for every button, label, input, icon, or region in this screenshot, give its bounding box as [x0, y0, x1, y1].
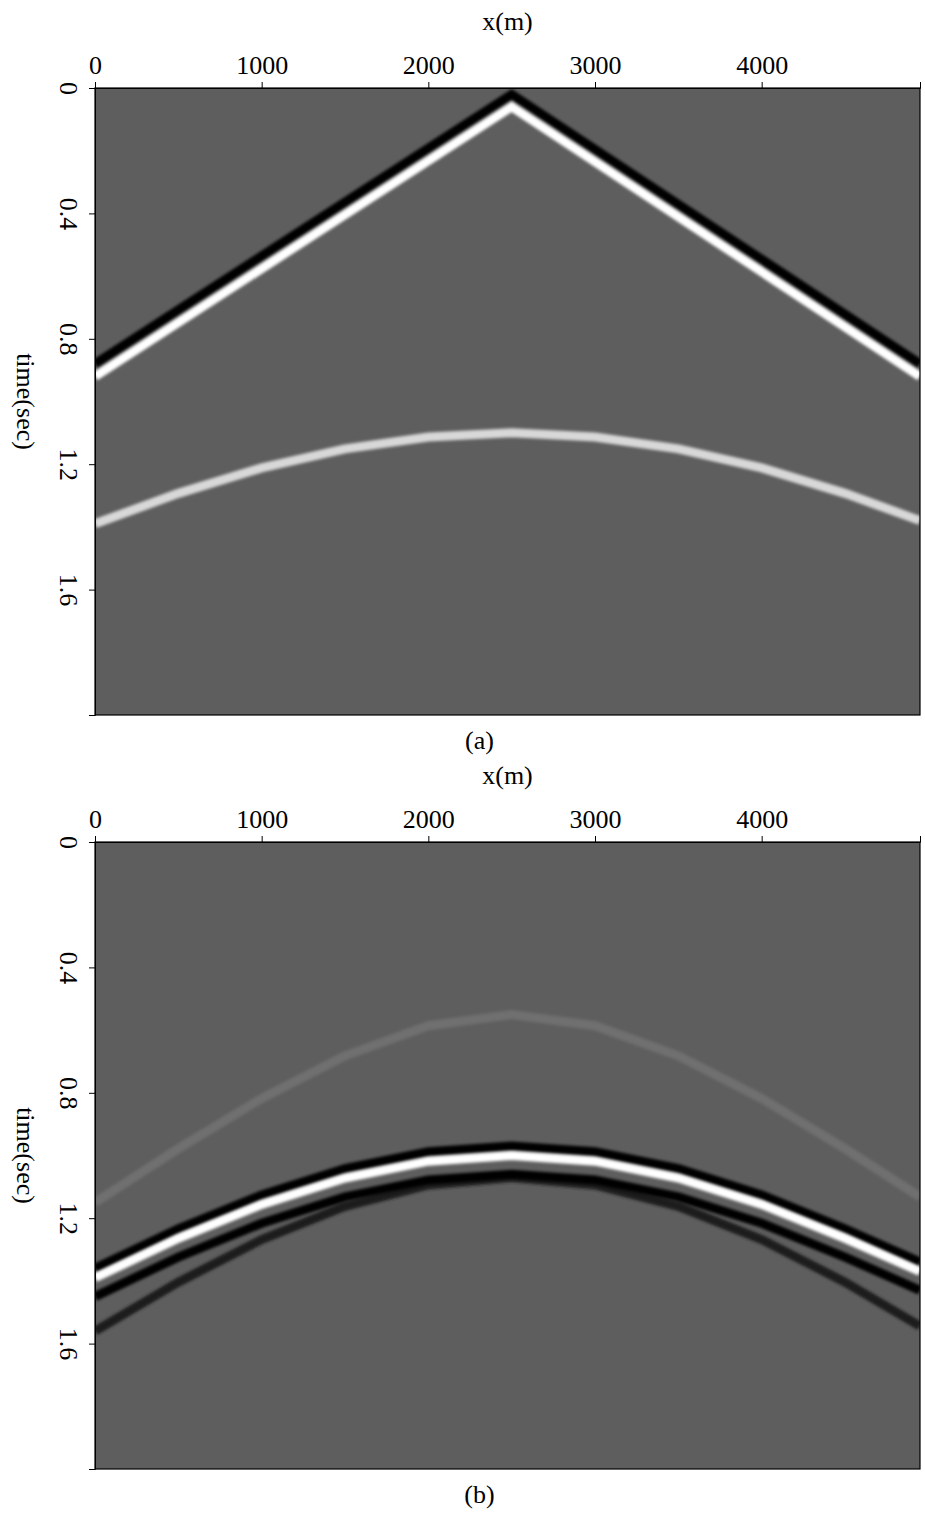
x-tick-label: 3000 [570, 51, 622, 80]
y-tick-mark [89, 1093, 95, 1094]
x-tick-mark [428, 836, 429, 842]
x-tick: 1000 [236, 805, 288, 842]
y-axis-title: time(sec) [11, 353, 40, 450]
x-tick-label: 4000 [736, 51, 788, 80]
x-tick: 4000 [736, 51, 788, 88]
x-tick: 3000 [570, 51, 622, 88]
y-tick-mark [89, 88, 95, 89]
y-tick-mark [89, 842, 95, 843]
seismic-event [95, 1146, 920, 1268]
y-tick-label: 0.8 [54, 323, 83, 356]
x-tick-label: 1000 [236, 805, 288, 834]
x-tick-label: 2000 [403, 51, 455, 80]
axis-line [96, 82, 921, 89]
y-tick: 1.6 [54, 574, 95, 607]
x-tick: 4000 [736, 805, 788, 842]
x-tick-label: 0 [89, 805, 102, 834]
y-tick: 1.2 [54, 1202, 95, 1235]
x-tick: 3000 [570, 805, 622, 842]
panel-caption: (a) [465, 726, 494, 755]
y-tick: 0.4 [54, 952, 95, 985]
y-axis: 0 0.4 0.8 1.2 1.6 [54, 82, 96, 716]
x-tick-mark [262, 836, 263, 842]
y-tick-label: 1.6 [54, 1328, 83, 1361]
x-tick-label: 3000 [570, 805, 622, 834]
x-tick-label: 0 [89, 51, 102, 80]
plot-frame [95, 88, 920, 715]
events [95, 94, 920, 523]
x-tick-mark [95, 836, 96, 842]
events [95, 1014, 920, 1331]
axis-line [89, 843, 96, 1470]
x-axis-title: x(m) [482, 761, 533, 790]
y-tick-label: 1.6 [54, 574, 83, 607]
seismic-event [95, 1156, 920, 1278]
y-tick: 0 [54, 836, 95, 849]
y-tick-label: 0 [54, 82, 83, 95]
x-tick: 2000 [403, 51, 455, 88]
seismic-event [95, 94, 920, 364]
panel-caption: (b) [464, 1480, 494, 1509]
x-axis: 0 1000 2000 3000 4000 [89, 805, 921, 843]
x-axis-title: x(m) [482, 7, 533, 36]
x-tick: 0 [89, 805, 102, 842]
seismic-event [95, 107, 920, 377]
y-tick-mark [89, 213, 95, 214]
x-tick-label: 1000 [236, 51, 288, 80]
y-tick: 0.4 [54, 198, 95, 231]
x-tick-mark [95, 82, 96, 88]
x-tick-label: 4000 [736, 805, 788, 834]
x-tick: 1000 [236, 51, 288, 88]
x-tick-mark [762, 836, 763, 842]
x-tick-mark [262, 82, 263, 88]
y-tick-label: 0.8 [54, 1077, 83, 1110]
plot-frame [95, 842, 920, 1469]
y-tick-mark [89, 1218, 95, 1219]
x-tick-mark [762, 82, 763, 88]
y-tick-label: 0 [54, 836, 83, 849]
plot-background [95, 88, 920, 715]
y-tick-mark [89, 464, 95, 465]
x-tick-label: 2000 [403, 805, 455, 834]
seismic-event [95, 1177, 920, 1331]
y-tick-label: 1.2 [54, 1202, 83, 1235]
x-tick-mark [595, 836, 596, 842]
x-tick-mark [428, 82, 429, 88]
x-axis: 0 1000 2000 3000 4000 [89, 51, 921, 89]
y-tick-label: 0.4 [54, 198, 83, 231]
y-tick: 1.6 [54, 1328, 95, 1361]
y-tick-mark [89, 1344, 95, 1345]
y-tick-label: 1.2 [54, 448, 83, 481]
x-tick-mark [595, 82, 596, 88]
y-tick: 1.2 [54, 448, 95, 481]
panel: 0 1000 2000 3000 4000 0 0.4 0.8 1.2 1.6 x(m) time(s… [11, 7, 921, 755]
figure: 0 1000 2000 3000 4000 0 0.4 0.8 1.2 1.6 x(m) time(s… [0, 0, 925, 1515]
y-axis: 0 0.4 0.8 1.2 1.6 [54, 836, 96, 1470]
y-tick: 0 [54, 82, 95, 95]
y-tick: 0.8 [54, 323, 95, 356]
y-tick-label: 0.4 [54, 952, 83, 985]
axis-line [89, 89, 96, 716]
panel: 0 1000 2000 3000 4000 0 0.4 0.8 1.2 1.6 x(m) time(s… [11, 761, 921, 1509]
y-tick-mark [89, 590, 95, 591]
axis-line [96, 836, 921, 843]
y-tick: 0.8 [54, 1077, 95, 1110]
x-tick: 0 [89, 51, 102, 88]
x-tick: 2000 [403, 805, 455, 842]
y-axis-title: time(sec) [11, 1107, 40, 1204]
seismic-event [95, 433, 920, 524]
seismic-event [95, 1174, 920, 1296]
y-tick-mark [89, 967, 95, 968]
plot-background [95, 842, 920, 1469]
y-tick-mark [89, 339, 95, 340]
